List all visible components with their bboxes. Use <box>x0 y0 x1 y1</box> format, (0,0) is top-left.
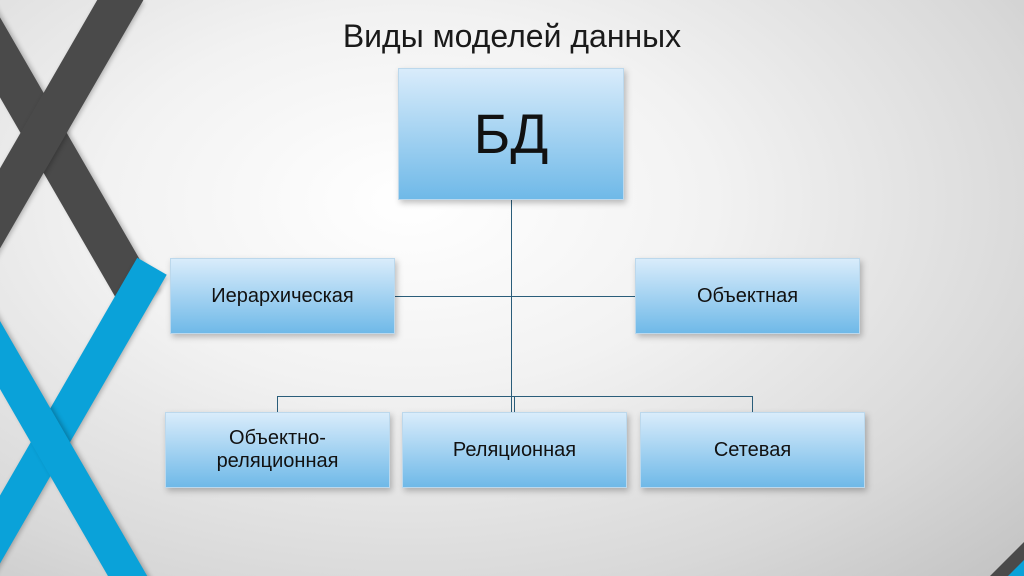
node-mid-1: Объектная <box>635 258 860 334</box>
node-bottom-0: Объектно- реляционная <box>165 412 390 488</box>
connector <box>395 296 635 297</box>
node-root: БД <box>398 68 624 200</box>
decor-cyan-corner <box>1002 554 1024 576</box>
connector <box>752 396 753 412</box>
slide: Виды моделей данных БДИерархическая Объек… <box>0 0 1024 576</box>
node-mid-0: Иерархическая <box>170 258 395 334</box>
connector <box>514 396 515 412</box>
node-bottom-2: Сетевая <box>640 412 865 488</box>
connector <box>277 396 278 412</box>
slide-title: Виды моделей данных <box>0 18 1024 55</box>
connector <box>277 396 753 397</box>
connector <box>511 200 512 412</box>
node-bottom-1: Реляционная <box>402 412 627 488</box>
